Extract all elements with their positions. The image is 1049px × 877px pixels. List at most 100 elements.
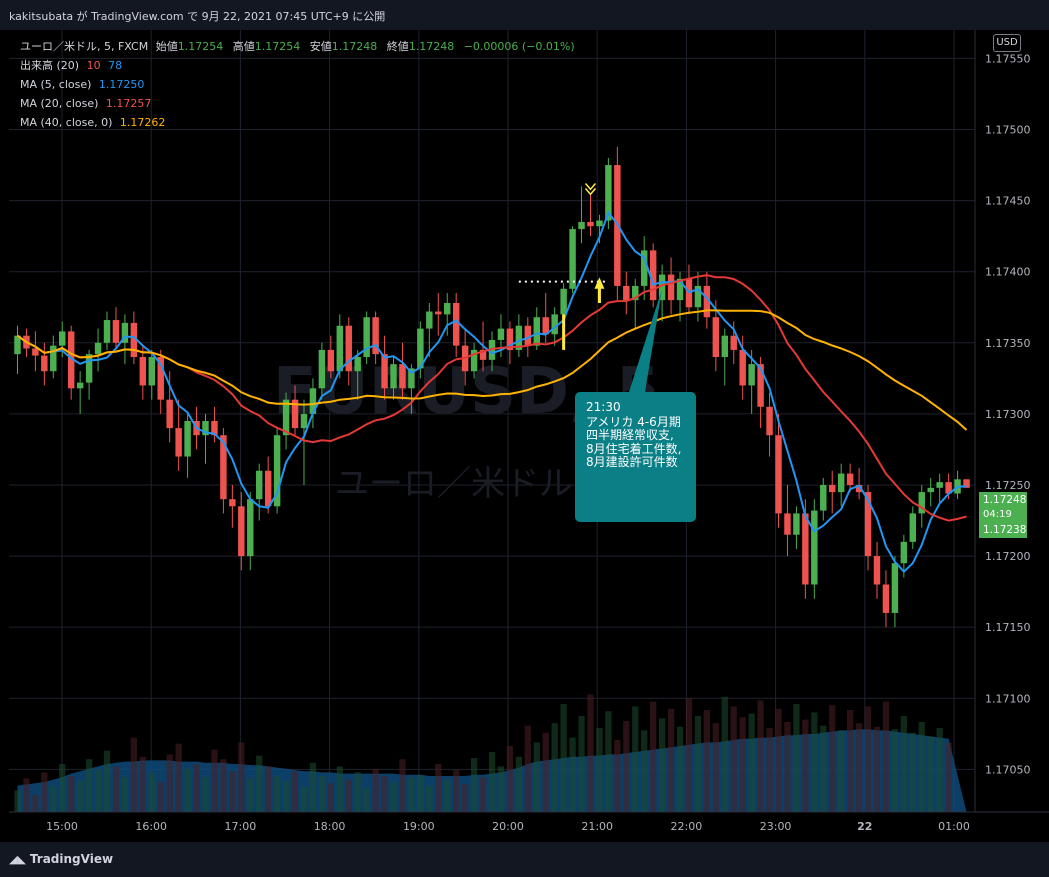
event-callout[interactable]: 21:30 アメリカ 4-6月期四半期経常収支, 8月住宅着工件数, 8月建設許… [575,392,696,522]
candle-body [479,349,487,360]
candle-body [175,428,182,457]
ma40-label: MA (40, close, 0) [20,116,113,129]
callout-pointer [629,288,663,392]
candle-body [220,435,227,500]
candle-body [32,348,39,356]
candle-body [569,229,576,289]
candle-body [891,563,899,613]
candle-body [264,470,272,507]
time-tick-label: 22 [857,820,872,833]
candle-body [426,311,433,329]
low-value: 1.17248 [331,40,378,53]
candle-body [829,484,836,493]
volume-bar [587,694,594,812]
price-tick-label: 1.17150 [985,621,1031,634]
volume-bar [497,766,505,812]
candle-body [524,325,532,346]
candle-body [76,382,84,389]
volume-bar [793,704,800,812]
volume-bar [273,776,281,812]
legend-ma5-row[interactable]: MA (5, close) 1.17250 [20,75,579,94]
open-value: 1.17254 [177,40,224,53]
time-tick-label: 21:00 [581,820,613,833]
tradingview-mark-icon: ◢◣ [9,853,26,866]
price-tick-label: 1.17400 [985,266,1031,279]
volume-bar [354,772,361,812]
volume-bar [775,708,782,812]
volume-bar [873,726,881,812]
price-tick-label: 1.17250 [985,479,1031,492]
chart-area[interactable]: EURUSD, 5 ユーロ／米ドル 1.17550 1.17500 1.17450 1.… [9,30,1049,842]
close-label: 終値 [386,40,409,53]
candle-body [757,364,764,407]
volume-bar [220,759,227,812]
candle-body [470,349,478,372]
price-axis-bg [975,30,1049,812]
candle-body [130,322,138,358]
legend-ma20-row[interactable]: MA (20, close) 1.17257 [20,94,579,113]
volume-bar [417,774,424,812]
volume-bar [650,701,657,812]
volume-bar [211,749,218,812]
volume-bar [184,768,191,812]
candle-body [67,331,75,389]
time-tick-label: 23:00 [760,820,792,833]
watermark-name: ユーロ／米ドル [335,464,573,504]
legend-ma40-row[interactable]: MA (40, close, 0) 1.17262 [20,113,579,132]
volume-bar [41,772,48,812]
volume-bar [891,729,899,812]
volume-bar [623,720,630,812]
bar-countdown: 04:19 [979,507,1027,522]
volume-ma-area [17,729,967,812]
volume-bar [148,772,155,812]
ma40-value: 1.17262 [119,116,166,129]
currency-button[interactable]: USD [993,34,1021,52]
volume-bar [32,795,39,812]
candle-body [85,354,93,383]
arrow-head-icon [594,277,605,289]
volume-value-1: 10 [86,59,101,72]
symbol-label[interactable]: ユーロ／米ドル, 5, FXCM [20,40,149,53]
candle-body [408,368,415,389]
volume-bar [882,701,890,812]
volume-bar [175,743,182,812]
legend-volume-row[interactable]: 出来高 (20) 10 78 [20,56,579,75]
candle-body [730,335,737,350]
volume-bar [309,762,317,812]
volume-bar [453,770,460,812]
candle-body [506,328,514,350]
price-tick-label: 1.17100 [985,692,1031,705]
volume-bar [318,776,326,812]
candle-body [345,325,352,372]
volume-bar [829,705,836,812]
tradingview-logo[interactable]: ◢◣ TradingView [9,852,113,866]
volume-bar [479,777,487,812]
volume-bar [524,725,531,812]
candle-body [560,288,567,315]
candle-body [837,473,845,493]
volume-bar [300,786,308,812]
low-label: 安値 [309,40,332,53]
candle-body [820,484,827,511]
volume-bar [515,756,522,812]
candle-body [918,492,925,514]
candle-body [963,479,970,488]
time-axis: 15:00 16:00 17:00 18:00 19:00 20:00 21:00 22:00… [9,811,1049,833]
volume-bar [68,776,75,812]
chart-legend: ユーロ／米ドル, 5, FXCM 始値1.17254 高値1.17254 安値1… [20,37,579,132]
candle-body [811,510,818,585]
volume-bar [918,722,925,812]
callout-text: アメリカ 4-6月期四半期経常収支, 8月住宅着工件数, 8月建設許可件数 [586,414,682,469]
volume-bar [363,788,370,812]
volume-bar [569,737,576,812]
ma20-value: 1.17257 [105,97,152,110]
candle-body [59,331,66,346]
open-label: 始値 [155,40,178,53]
volume-bar [85,759,93,812]
candle-body [300,413,308,429]
candle-body [658,274,666,301]
candle-body [775,435,782,514]
volume-bar [462,784,469,812]
candle-body [399,364,406,389]
